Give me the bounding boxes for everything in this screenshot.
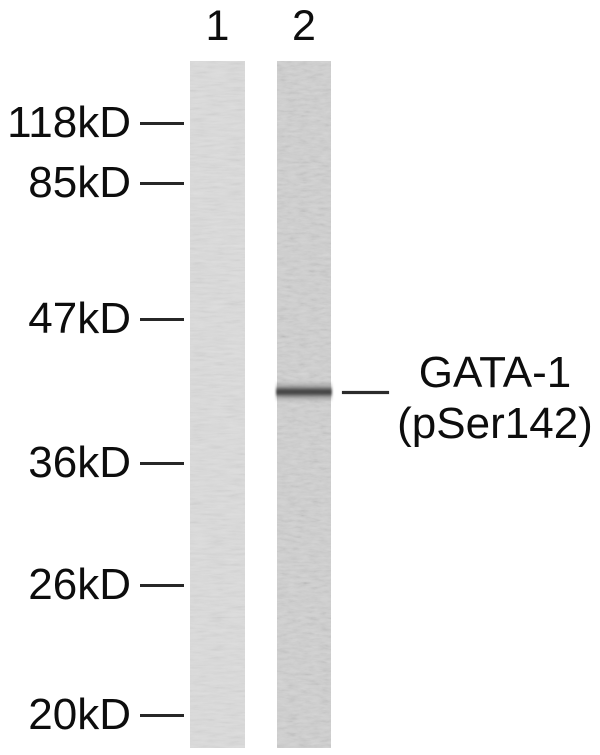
marker-label-47kd: 47kD <box>28 294 131 343</box>
marker-row-85kd: 85kD <box>0 158 184 208</box>
marker-label-36kd: 36kD <box>28 438 131 487</box>
marker-row-26kd: 26kD <box>0 560 184 610</box>
gata1-protein-band <box>276 381 332 402</box>
lane-2-strip <box>276 61 332 748</box>
lane-1-strip <box>190 61 245 748</box>
annotation-line-1: GATA-1 <box>418 348 572 397</box>
marker-label-20kd: 20kD <box>28 690 131 739</box>
marker-row-118kd: 118kD <box>0 98 184 148</box>
marker-label-118kd: 118kD <box>7 98 131 147</box>
band-pointer-line <box>342 391 389 394</box>
marker-tick-118kd <box>140 121 184 125</box>
marker-tick-47kd <box>140 317 184 321</box>
marker-row-47kd: 47kD <box>0 294 184 344</box>
marker-tick-20kd <box>140 713 184 717</box>
marker-tick-26kd <box>140 583 184 587</box>
marker-tick-36kd <box>140 461 184 465</box>
marker-label-85kd: 85kD <box>28 158 131 207</box>
marker-tick-85kd <box>140 181 184 185</box>
lane-2-label: 2 <box>292 2 316 50</box>
lane-2-texture <box>277 61 331 748</box>
protein-annotation: GATA-1 (pSer142) <box>390 347 600 449</box>
marker-label-26kd: 26kD <box>28 560 131 609</box>
lane-1-texture <box>190 61 245 748</box>
lane-1-label: 1 <box>205 2 230 50</box>
annotation-line-2: (pSer142) <box>397 399 593 448</box>
marker-row-20kd: 20kD <box>0 690 184 740</box>
marker-row-36kd: 36kD <box>0 438 184 488</box>
